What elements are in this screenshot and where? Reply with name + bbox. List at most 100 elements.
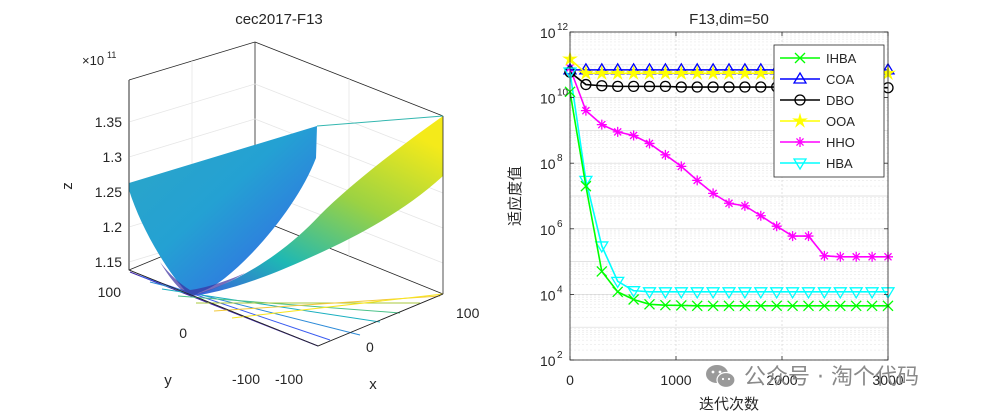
data-point bbox=[785, 287, 800, 300]
data-point bbox=[771, 221, 782, 232]
data-point bbox=[689, 64, 706, 81]
data-point bbox=[596, 80, 608, 92]
x-tick-label: 0 bbox=[366, 339, 374, 355]
data-point bbox=[674, 287, 689, 300]
z-exponent-base: ×10 bbox=[82, 53, 104, 68]
data-point bbox=[864, 287, 880, 300]
y-tick-label: 10 bbox=[540, 287, 556, 303]
data-point bbox=[642, 287, 657, 300]
y-tick-label: 10 bbox=[540, 156, 556, 172]
data-point bbox=[739, 300, 751, 312]
data-point bbox=[580, 105, 591, 116]
data-point bbox=[723, 300, 735, 312]
surface-x-ticks: -100 0 100 bbox=[275, 305, 480, 387]
legend-marker bbox=[794, 94, 806, 106]
legend-marker bbox=[794, 52, 806, 64]
y-axis-label: 适应度值 bbox=[506, 166, 524, 226]
data-point bbox=[628, 294, 640, 305]
data-point bbox=[801, 287, 816, 300]
data-point bbox=[724, 198, 734, 209]
z-tick-label: 1.25 bbox=[95, 184, 122, 200]
series-hho bbox=[565, 62, 893, 262]
y-tick-label: 10 bbox=[540, 91, 556, 107]
y-tick-exponent: 2 bbox=[557, 350, 563, 361]
data-point bbox=[657, 64, 674, 81]
data-point bbox=[834, 300, 846, 312]
chart-axes-box bbox=[569, 31, 889, 361]
legend-entry-ihba: IHBA bbox=[780, 51, 857, 66]
data-point bbox=[691, 300, 703, 312]
x-tick-label: 100 bbox=[456, 305, 480, 321]
data-point bbox=[707, 81, 719, 93]
data-point bbox=[596, 119, 607, 130]
legend-label: COA bbox=[826, 72, 855, 87]
z-axis-label: z bbox=[59, 182, 76, 190]
data-point bbox=[817, 287, 832, 300]
data-point bbox=[628, 130, 639, 141]
series-ihba bbox=[564, 86, 894, 312]
data-point bbox=[755, 210, 766, 221]
y-tick-exponent: 4 bbox=[557, 284, 563, 295]
data-point bbox=[577, 64, 594, 81]
y-tick-label: -100 bbox=[232, 371, 260, 387]
data-point bbox=[833, 287, 848, 300]
data-point bbox=[721, 287, 737, 300]
y-tick-label: 10 bbox=[540, 25, 556, 41]
y-tick-exponent: 10 bbox=[557, 88, 569, 99]
data-point bbox=[609, 64, 626, 81]
legend-entry-hba: HBA bbox=[780, 156, 853, 171]
data-point bbox=[612, 286, 624, 298]
data-point bbox=[803, 300, 814, 312]
data-point bbox=[626, 286, 641, 298]
surface-back-slope bbox=[129, 126, 317, 296]
x-tick-label: 3000 bbox=[872, 372, 903, 388]
data-point bbox=[737, 287, 753, 300]
z-exponent-power: 11 bbox=[107, 50, 116, 60]
data-point bbox=[867, 251, 878, 262]
watermark: 公众号 · 淘个代码 bbox=[706, 365, 919, 390]
y-tick-label: 10 bbox=[540, 222, 556, 238]
surface-front-slope bbox=[190, 116, 443, 296]
legend-entry-ooa: OOA bbox=[780, 112, 855, 129]
surface-y-ticks: 100 0 -100 bbox=[98, 284, 261, 387]
data-point bbox=[610, 276, 625, 289]
data-point bbox=[721, 64, 737, 81]
data-point bbox=[644, 138, 655, 149]
legend-label: HBA bbox=[826, 156, 853, 171]
data-point bbox=[641, 64, 658, 81]
y-tick-exponent: 8 bbox=[557, 153, 563, 164]
legend-marker bbox=[792, 71, 808, 84]
data-point bbox=[803, 231, 814, 242]
series-hba bbox=[562, 67, 896, 300]
data-point bbox=[593, 64, 610, 81]
data-point bbox=[580, 180, 592, 192]
legend-label: HHO bbox=[826, 135, 855, 150]
x-tick-label: 0 bbox=[566, 372, 574, 388]
data-point bbox=[771, 300, 783, 312]
x-tick-label: 2000 bbox=[766, 372, 797, 388]
data-point bbox=[739, 200, 750, 211]
data-point bbox=[673, 64, 690, 81]
legend-marker bbox=[795, 137, 805, 147]
data-point bbox=[594, 241, 609, 254]
data-point bbox=[850, 300, 862, 312]
z-tick-label: 1.15 bbox=[95, 254, 122, 270]
legend-box bbox=[773, 44, 885, 178]
data-point bbox=[707, 300, 719, 312]
data-point bbox=[627, 80, 640, 93]
data-point bbox=[851, 251, 862, 262]
x-axis-label: 迭代次数 bbox=[699, 395, 759, 413]
data-point bbox=[612, 126, 623, 137]
surface-title: cec2017-F13 bbox=[235, 11, 323, 28]
data-point bbox=[676, 161, 687, 172]
x-axis-label: x bbox=[369, 376, 377, 393]
data-point bbox=[705, 287, 721, 300]
surface-z-ticks: 1.35 1.3 1.25 1.2 1.15 bbox=[95, 114, 122, 270]
series-line bbox=[569, 71, 888, 293]
data-point bbox=[644, 298, 655, 310]
data-point bbox=[787, 300, 799, 312]
data-point bbox=[708, 188, 719, 199]
y-tick-label: 0 bbox=[179, 325, 187, 341]
